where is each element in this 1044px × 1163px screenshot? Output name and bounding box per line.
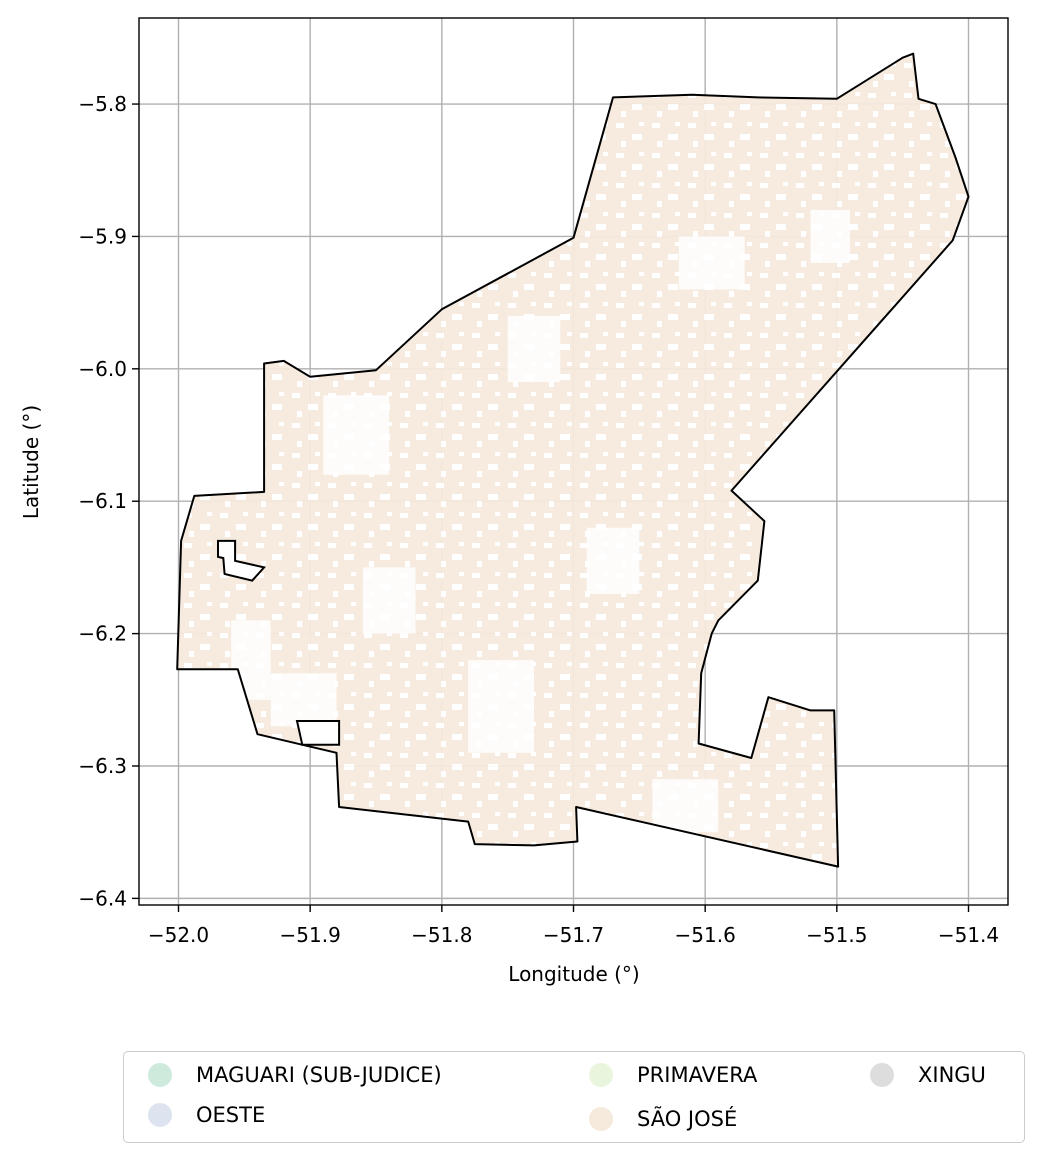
uncovered-patch xyxy=(231,620,271,700)
legend-marker-sao-jose xyxy=(589,1107,613,1131)
legend-item-primavera: PRIMAVERA xyxy=(589,1060,757,1090)
uncovered-patch xyxy=(678,236,745,290)
y-tick-label: −6.4 xyxy=(78,886,127,910)
y-tick-label: −6.3 xyxy=(78,754,127,778)
inner-boundary xyxy=(295,720,341,746)
legend: MAGUARI (SUB-JUDICE) OESTE PRIMAVERA SÃO… xyxy=(123,1051,1025,1143)
legend-label-oeste: OESTE xyxy=(196,1103,266,1127)
inner-boundary xyxy=(217,539,266,582)
legend-marker-xingu xyxy=(870,1063,894,1087)
territory-area-sao-jose xyxy=(177,53,969,867)
legend-label-maguari: MAGUARI (SUB-JUDICE) xyxy=(196,1063,442,1087)
y-tick-label: −5.9 xyxy=(78,224,127,248)
x-tick-label: −51.8 xyxy=(411,923,472,947)
territory-boundary xyxy=(176,52,970,868)
uncovered-patch xyxy=(323,395,390,475)
legend-marker-primavera xyxy=(589,1063,613,1087)
x-tick-label: −52.0 xyxy=(148,923,209,947)
uncovered-patch xyxy=(507,315,561,383)
legend-item-xingu: XINGU xyxy=(870,1060,986,1090)
legend-marker-maguari xyxy=(148,1063,172,1087)
x-tick-label: −51.5 xyxy=(806,923,867,947)
x-tick-label: −51.6 xyxy=(675,923,736,947)
y-tick-label: −5.8 xyxy=(78,92,127,116)
legend-label-xingu: XINGU xyxy=(918,1063,986,1087)
x-tick-label: −51.7 xyxy=(543,923,604,947)
uncovered-patch xyxy=(468,660,534,753)
legend-label-sao-jose: SÃO JOSÉ xyxy=(637,1107,738,1131)
x-tick-label: −51.4 xyxy=(938,923,999,947)
legend-item-sao-jose: SÃO JOSÉ xyxy=(589,1104,737,1134)
boundary-outline xyxy=(176,52,970,868)
legend-marker-oeste xyxy=(148,1103,172,1127)
uncovered-patch xyxy=(270,673,337,727)
y-tick-label: −6.1 xyxy=(78,489,127,513)
uncovered-patch xyxy=(810,209,850,263)
axis-ticks: −52.0 −51.9 −51.8 −51.7 −51.6 −51.5 −51.4 −5.8 −… xyxy=(78,92,999,947)
y-tick-label: −6.2 xyxy=(78,622,127,646)
uncovered-patch xyxy=(362,567,416,634)
legend-item-maguari: MAGUARI (SUB-JUDICE) xyxy=(148,1060,442,1090)
uncovered-patch xyxy=(652,779,719,833)
y-axis-label: Latitude (°) xyxy=(19,405,43,519)
territory-fill xyxy=(177,53,969,867)
legend-item-oeste: OESTE xyxy=(148,1100,265,1130)
x-tick-label: −51.9 xyxy=(280,923,341,947)
uncovered-patch xyxy=(586,527,640,594)
x-axis-label: Longitude (°) xyxy=(508,962,639,986)
y-tick-label: −6.0 xyxy=(78,357,127,381)
legend-label-primavera: PRIMAVERA xyxy=(637,1063,758,1087)
